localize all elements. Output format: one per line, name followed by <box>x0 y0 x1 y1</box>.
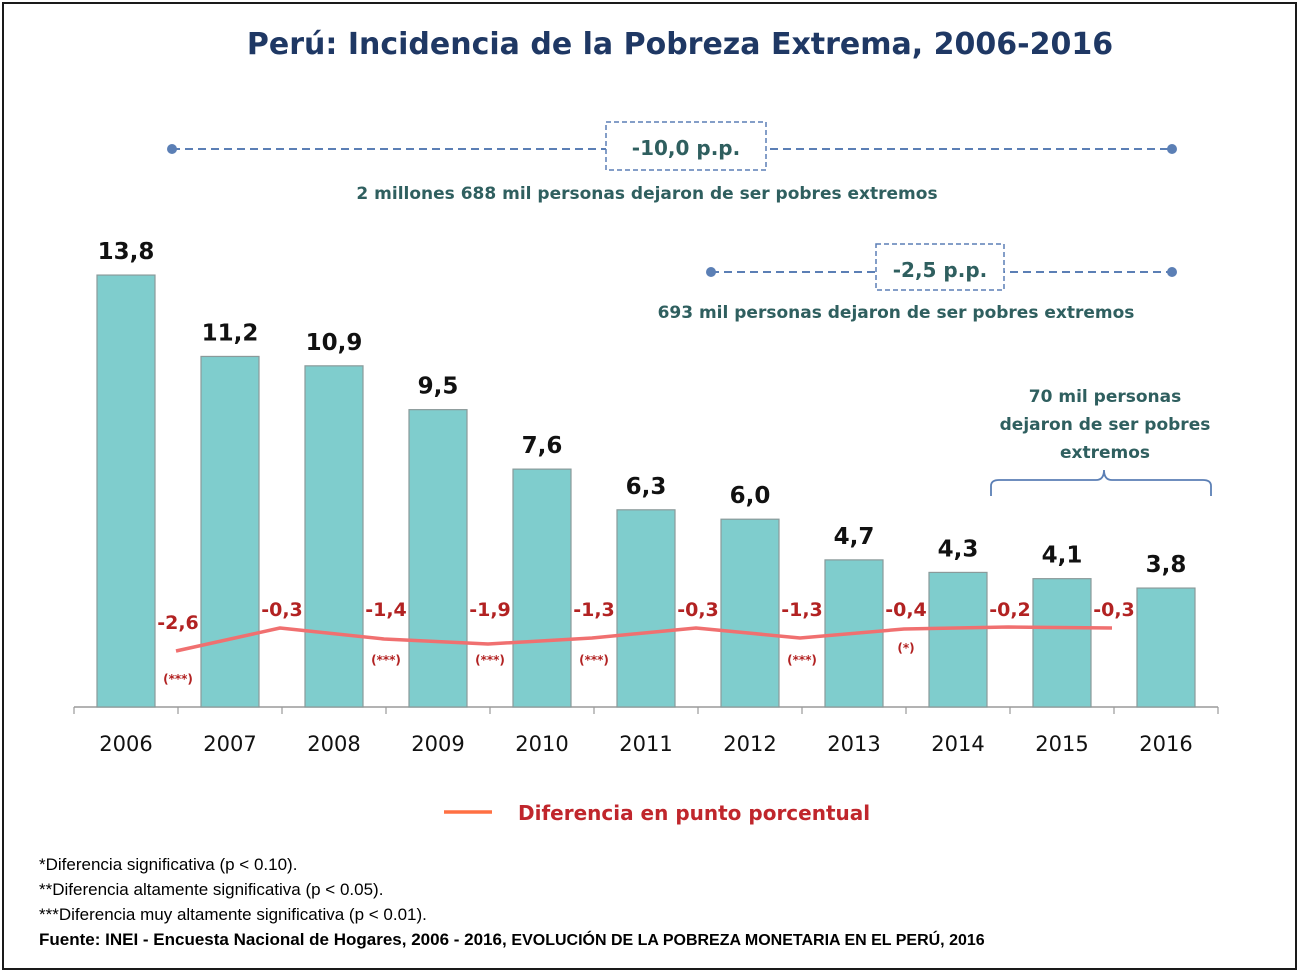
bar <box>200 355 260 708</box>
significance-marker: (***) <box>163 672 193 686</box>
bar <box>304 365 364 708</box>
annotation-brace <box>990 469 1212 496</box>
annotation-recent-change: -2,5 p.p. 693 mil personas dejaron de se… <box>658 243 1177 323</box>
difference-label: -0,2 <box>989 599 1031 621</box>
footnote-3: ***Diferencia muy altamente significativ… <box>39 905 427 924</box>
plot-area: 13,8 2006 11,2 2007 10,9 2008 9,5 2009 7,6 2010 6,… <box>73 239 1219 756</box>
x-tick-label: 2016 <box>1139 732 1192 756</box>
significance-marker: (***) <box>371 653 401 667</box>
bar <box>96 274 156 708</box>
bar <box>928 571 988 708</box>
x-tick-label: 2010 <box>515 732 568 756</box>
footnotes: *Diferencia significativa (p < 0.10). **… <box>39 852 985 953</box>
annotation-last-line-3: extremos <box>1060 443 1150 463</box>
bar-value-label: 11,2 <box>202 320 259 346</box>
difference-label: -2,6 <box>157 612 199 634</box>
legend-label: Diferencia en punto porcentual <box>518 801 870 825</box>
annotation-last-line-1: 70 mil personas <box>1029 387 1181 407</box>
bar-value-label: 4,3 <box>938 536 979 562</box>
significance-marker: (***) <box>787 653 817 667</box>
bar <box>512 468 572 708</box>
difference-label: -0,4 <box>885 599 927 621</box>
footnote-1: *Diferencia significativa (p < 0.10). <box>39 855 298 874</box>
bar-value-label: 7,6 <box>522 433 563 459</box>
significance-marker: (***) <box>579 653 609 667</box>
bar <box>408 409 468 708</box>
difference-line <box>175 625 1113 653</box>
x-tick-label: 2011 <box>619 732 672 756</box>
difference-label: -1,4 <box>365 599 407 621</box>
x-tick-label: 2013 <box>827 732 880 756</box>
chart: Perú: Incidencia de la Pobreza Extrema, … <box>73 27 1219 825</box>
annotation-recent-note: 693 mil personas dejaron de ser pobres e… <box>658 303 1135 323</box>
bar-value-label: 3,8 <box>1146 552 1187 578</box>
difference-label: -1,3 <box>781 599 823 621</box>
bar-value-label: 9,5 <box>418 374 459 400</box>
difference-label: -1,9 <box>469 599 511 621</box>
difference-label: -1,3 <box>573 599 615 621</box>
source-label: Fuente: INEI - Encuesta Nacional de Hoga… <box>39 930 507 949</box>
x-tick-label: 2008 <box>307 732 360 756</box>
bar <box>1032 578 1092 708</box>
legend: Diferencia en punto porcentual <box>444 801 870 825</box>
bar-value-label: 4,7 <box>834 524 875 550</box>
bar-value-label: 4,1 <box>1042 543 1083 569</box>
difference-label: -0,3 <box>677 599 719 621</box>
bar-value-label: 13,8 <box>98 239 155 265</box>
bar <box>616 509 676 708</box>
x-tick-label: 2006 <box>99 732 152 756</box>
x-tick-label: 2012 <box>723 732 776 756</box>
annotation-total-change: -10,0 p.p. 2 millones 688 mil personas d… <box>167 121 1177 204</box>
chart-title: Perú: Incidencia de la Pobreza Extrema, … <box>247 27 1113 62</box>
x-tick-label: 2014 <box>931 732 984 756</box>
annotation-total-pp: -10,0 p.p. <box>632 136 740 160</box>
significance-marker: (*) <box>897 641 914 655</box>
annotation-last-years: 70 mil personas dejaron de ser pobres ex… <box>990 387 1212 496</box>
annotation-total-note: 2 millones 688 mil personas dejaron de s… <box>356 184 937 204</box>
bar-value-label: 6,0 <box>730 483 771 509</box>
difference-label: -0,3 <box>261 599 303 621</box>
bar <box>720 518 780 708</box>
bar-value-label: 6,3 <box>626 474 667 500</box>
annotation-recent-pp: -2,5 p.p. <box>893 258 988 282</box>
x-tick-label: 2009 <box>411 732 464 756</box>
difference-label: -0,3 <box>1093 599 1135 621</box>
x-tick-label: 2007 <box>203 732 256 756</box>
bar-value-label: 10,9 <box>306 330 363 356</box>
source: Fuente: INEI - Encuesta Nacional de Hoga… <box>39 927 985 953</box>
bar <box>1136 587 1196 708</box>
significance-marker: (***) <box>475 653 505 667</box>
source-document: EVOLUCIÓN DE LA POBREZA MONETARIA EN EL … <box>511 932 985 949</box>
footnote-2: **Diferencia altamente significativa (p … <box>39 880 384 899</box>
annotation-last-line-2: dejaron de ser pobres <box>1000 415 1211 435</box>
x-tick-label: 2015 <box>1035 732 1088 756</box>
